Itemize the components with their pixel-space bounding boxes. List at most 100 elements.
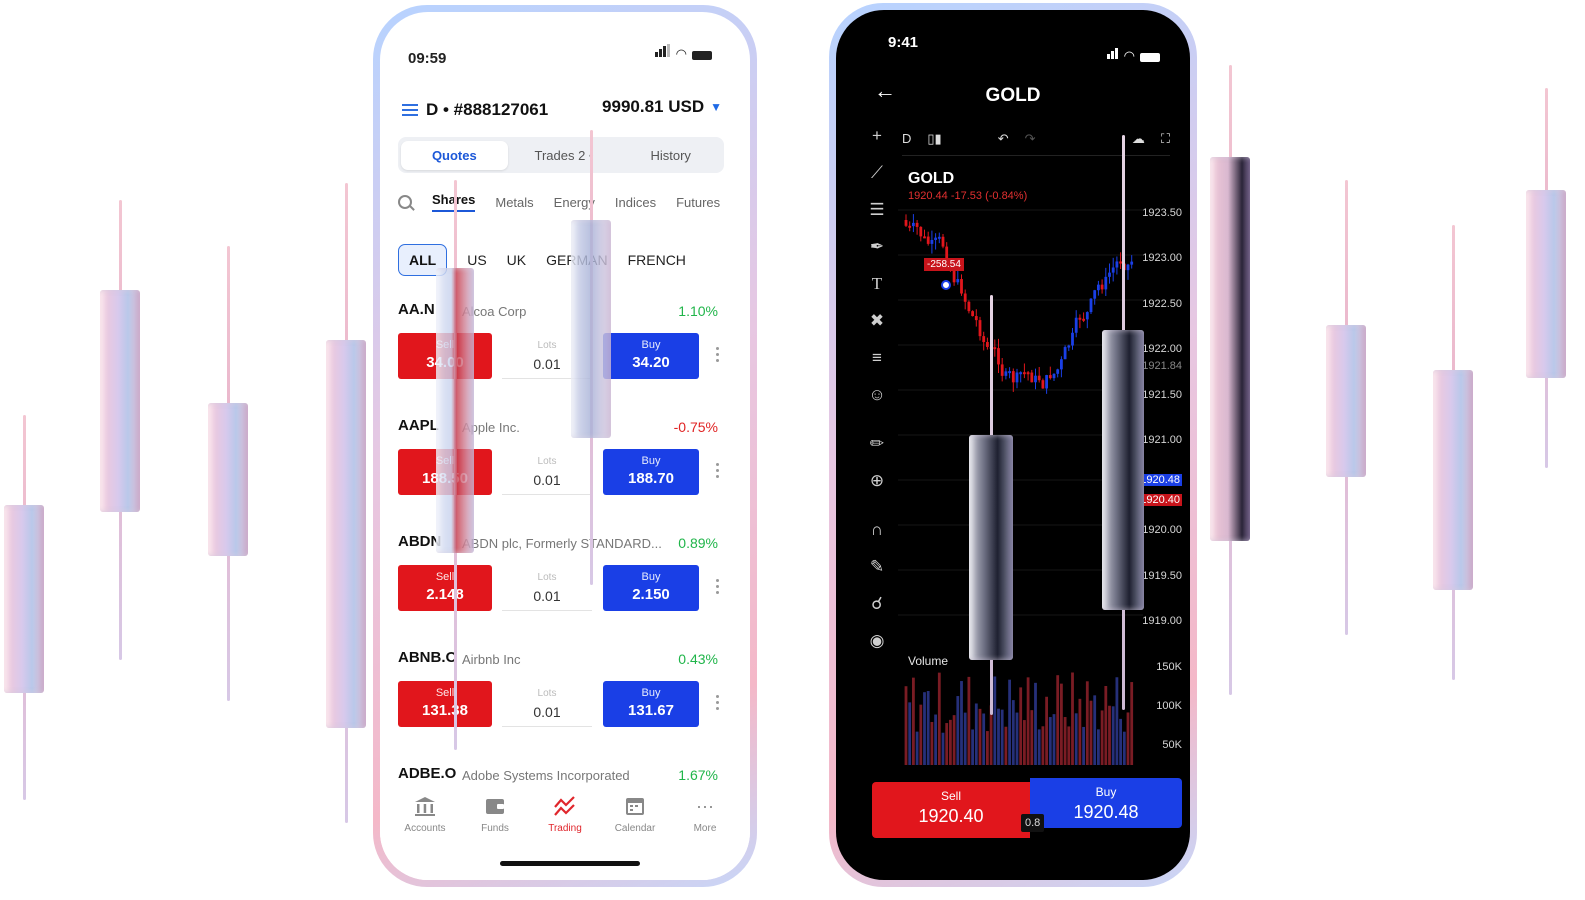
nav-funds[interactable]: Funds bbox=[463, 785, 527, 880]
projection-icon[interactable]: ≡ bbox=[872, 348, 882, 367]
cloud-icon[interactable]: ☁ bbox=[1131, 130, 1145, 146]
lots-input[interactable]: Lots 0.01 bbox=[502, 449, 592, 495]
volume-label: Volume bbox=[908, 654, 949, 668]
candle-body bbox=[1015, 372, 1019, 383]
candle-body bbox=[941, 236, 945, 247]
list-icon bbox=[402, 104, 418, 116]
zoom-icon[interactable]: ⊕ bbox=[869, 471, 885, 490]
buy-button[interactable]: Buy 34.20 bbox=[603, 333, 699, 379]
trendline-icon[interactable]: ⟋ bbox=[871, 163, 883, 182]
instrument-change: -0.75% bbox=[673, 419, 718, 435]
buy-label: Buy bbox=[641, 687, 661, 699]
lots-input[interactable]: Lots 0.01 bbox=[502, 565, 592, 611]
calendar-icon bbox=[623, 795, 647, 817]
more-vert-icon[interactable] bbox=[716, 579, 720, 597]
candle-body bbox=[1041, 380, 1045, 389]
fib-icon[interactable]: ☰ bbox=[869, 200, 885, 219]
undo-icon[interactable]: ↶ bbox=[997, 130, 1009, 146]
sell-label: Sell bbox=[940, 789, 961, 803]
back-arrow-icon[interactable]: ← bbox=[874, 78, 896, 103]
category-energy[interactable]: Energy bbox=[553, 194, 595, 210]
lock-drawing-icon[interactable]: ✎ bbox=[869, 557, 885, 576]
nav-accounts[interactable]: Accounts bbox=[393, 785, 457, 880]
category-metals[interactable]: Metals bbox=[495, 194, 534, 210]
trade-bar: Sell 1920.40 Buy 1920.48 0.8 bbox=[872, 778, 1186, 838]
candle-body bbox=[978, 320, 982, 337]
volume-tick: 50K bbox=[1162, 739, 1182, 751]
instrument-symbol: ABDN bbox=[398, 533, 442, 550]
decor-candle bbox=[1526, 88, 1566, 468]
text-icon[interactable]: T bbox=[871, 274, 883, 293]
decor-candle bbox=[208, 246, 248, 701]
buy-button[interactable]: Buy 2.150 bbox=[603, 565, 699, 611]
candle-body bbox=[1067, 345, 1071, 348]
price-tick: 1921.84 bbox=[1142, 360, 1182, 372]
volume-bar bbox=[908, 702, 912, 765]
volume-bar bbox=[1008, 679, 1011, 765]
search-icon[interactable] bbox=[398, 195, 412, 209]
volume-bar bbox=[945, 723, 949, 765]
decor-candle bbox=[436, 180, 474, 750]
sell-button[interactable]: Sell 1920.40 bbox=[872, 782, 1030, 838]
price-chart[interactable] bbox=[898, 160, 1143, 780]
lots-input[interactable]: Lots 0.01 bbox=[502, 681, 592, 727]
tab-trades[interactable]: Trades 2 • bbox=[534, 147, 594, 163]
nav-calendar[interactable]: Calendar bbox=[603, 785, 667, 880]
volume-bar bbox=[949, 719, 952, 765]
instrument-change: 1.10% bbox=[678, 303, 718, 319]
emoji-icon[interactable]: ☺ bbox=[868, 385, 886, 404]
category-indices[interactable]: Indices bbox=[614, 194, 657, 210]
more-vert-icon[interactable] bbox=[716, 347, 720, 365]
volume-bar bbox=[915, 731, 919, 765]
candle-body bbox=[1011, 371, 1015, 383]
pattern-icon[interactable]: ✖ bbox=[869, 311, 885, 330]
fullscreen-icon[interactable]: ⛶ bbox=[1160, 130, 1170, 146]
nav-trading[interactable]: Trading bbox=[533, 785, 597, 880]
lots-label: Lots bbox=[537, 688, 557, 699]
volume-bar bbox=[986, 731, 989, 765]
price-tick: 1923.50 bbox=[1142, 207, 1182, 219]
buy-button[interactable]: Buy 131.67 bbox=[603, 681, 699, 727]
buy-button[interactable]: Buy 1920.48 bbox=[1030, 778, 1182, 828]
magnet-icon[interactable]: ∩ bbox=[870, 520, 884, 539]
drawing-tools: + ⟋ ☰ ✒ T ✖ ≡ ☺ ✏ ⊕ ∩ ✎ ☌ ◉ bbox=[862, 126, 892, 668]
crosshair-icon[interactable]: + bbox=[872, 126, 882, 145]
volume-bar bbox=[971, 729, 974, 765]
brush-icon[interactable]: ✒ bbox=[869, 237, 885, 256]
volume-bar bbox=[1104, 685, 1108, 765]
volume-bar bbox=[1108, 705, 1111, 765]
instrument-row[interactable]: ADBE.O Adobe Systems Incorporated 1.67% bbox=[398, 759, 728, 799]
lock-icon[interactable]: ☌ bbox=[871, 594, 883, 613]
lots-value: 0.01 bbox=[533, 356, 561, 372]
candle-body bbox=[963, 293, 967, 302]
visibility-icon[interactable]: ◉ bbox=[869, 631, 885, 650]
candle-body bbox=[908, 225, 912, 228]
price-tick: 1922.00 bbox=[1142, 343, 1182, 355]
spread-value: 0.8 bbox=[1021, 814, 1045, 832]
candle-type-icon[interactable]: ▯▮ bbox=[927, 130, 942, 146]
instrument-change: 0.43% bbox=[678, 651, 718, 667]
account-selector[interactable]: D • #888127061 bbox=[402, 100, 548, 120]
region-us[interactable]: US bbox=[467, 252, 487, 268]
region-french[interactable]: FRENCH bbox=[627, 252, 686, 268]
phone-left: 09:59 ◠ D • #888127061 9990.81 USD ▼ Quo… bbox=[373, 5, 757, 887]
redo-icon[interactable]: ↷ bbox=[1024, 130, 1036, 146]
nav-more[interactable]: ··· More bbox=[673, 785, 737, 880]
more-vert-icon[interactable] bbox=[716, 695, 720, 713]
price-tick: 1920.48 bbox=[1138, 474, 1182, 486]
tab-history[interactable]: History bbox=[650, 147, 691, 163]
timeframe-button[interactable]: D bbox=[902, 131, 912, 146]
candle-body bbox=[1111, 267, 1115, 273]
lots-input[interactable]: Lots 0.01 bbox=[502, 333, 592, 379]
more-vert-icon[interactable] bbox=[716, 463, 720, 481]
volume-bar bbox=[956, 696, 960, 765]
ruler-icon[interactable]: ✏ bbox=[869, 434, 885, 453]
region-uk[interactable]: UK bbox=[506, 252, 527, 268]
volume-bar bbox=[982, 713, 986, 765]
tab-quotes[interactable]: Quotes bbox=[401, 140, 508, 170]
balance-selector[interactable]: 9990.81 USD ▼ bbox=[602, 97, 722, 117]
category-futures[interactable]: Futures bbox=[676, 194, 721, 210]
volume-bar bbox=[952, 715, 956, 765]
volume-bar bbox=[978, 708, 982, 765]
buy-button[interactable]: Buy 188.70 bbox=[603, 449, 699, 495]
